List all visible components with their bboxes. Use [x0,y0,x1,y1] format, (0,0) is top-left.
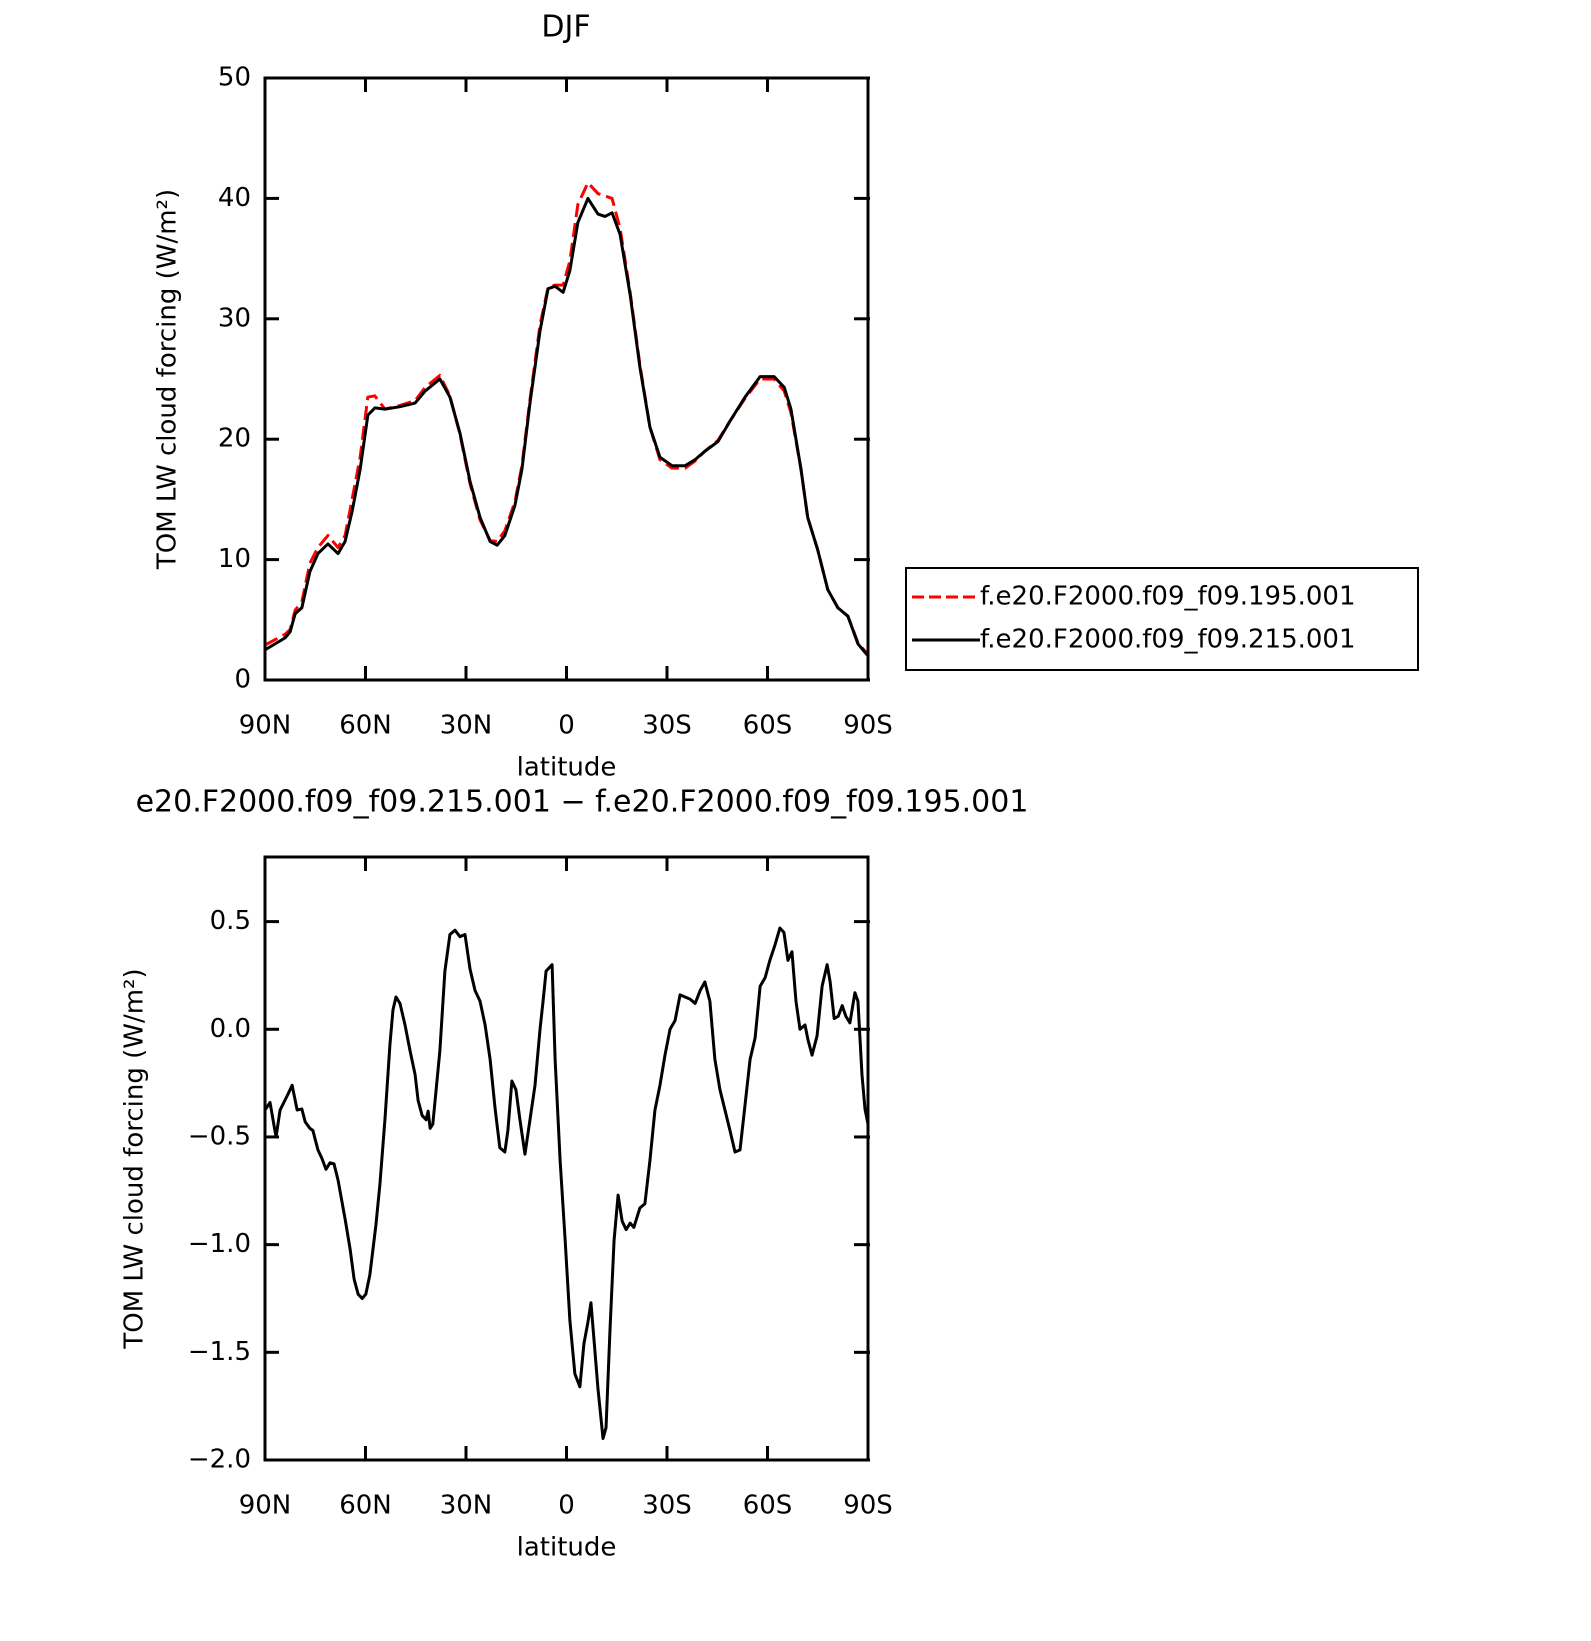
x-tick-label: 60S [743,711,793,741]
x-tick-label: 60N [339,711,392,741]
x-tick-label: 90N [239,711,292,741]
chart-title: DJF [541,10,590,45]
x-tick-label: 30N [440,711,493,741]
x-tick-label: 30N [440,1491,493,1521]
x-tick-label: 60N [339,1491,392,1521]
plot-frame [263,855,870,1462]
y-tick-label: −0.5 [188,1121,251,1151]
x-tick-label: 0 [558,1491,575,1521]
y-tick-label: −1.5 [188,1337,251,1367]
y-tick-label: 10 [218,544,251,574]
data-line [264,181,870,656]
legend-label: f.e20.F2000.f09_f09.215.001 [980,625,1356,655]
x-tick-label: 60S [743,1491,793,1521]
data-line [263,926,870,1440]
x-tick-label: 30S [642,711,692,741]
y-tick-label: 30 [218,303,251,333]
x-axis-label: latitude [517,753,617,783]
data-line [264,196,870,657]
y-axis-label: TOM LW cloud forcing (W/m²) [120,968,150,1349]
x-tick-label: 90N [239,1491,292,1521]
y-tick-label: 0 [234,665,251,695]
legend-box [905,567,1419,671]
x-tick-label: 90S [843,711,893,741]
y-tick-label: −1.0 [188,1229,251,1259]
y-tick-label: −2.0 [188,1445,251,1475]
x-tick-label: 30S [642,1491,692,1521]
y-axis-label: TOM LW cloud forcing (W/m²) [153,189,183,570]
y-tick-label: 20 [218,424,251,454]
x-tick-label: 90S [843,1491,893,1521]
x-tick-label: 0 [558,711,575,741]
x-axis-label: latitude [517,1533,617,1563]
y-tick-label: 0.5 [210,906,251,936]
y-tick-label: 50 [218,63,251,93]
legend-label: f.e20.F2000.f09_f09.195.001 [980,582,1356,612]
y-tick-label: 40 [218,183,251,213]
y-tick-label: 0.0 [210,1014,251,1044]
chart-title: e20.F2000.f09_f09.215.001 − f.e20.F2000.… [136,785,1029,820]
